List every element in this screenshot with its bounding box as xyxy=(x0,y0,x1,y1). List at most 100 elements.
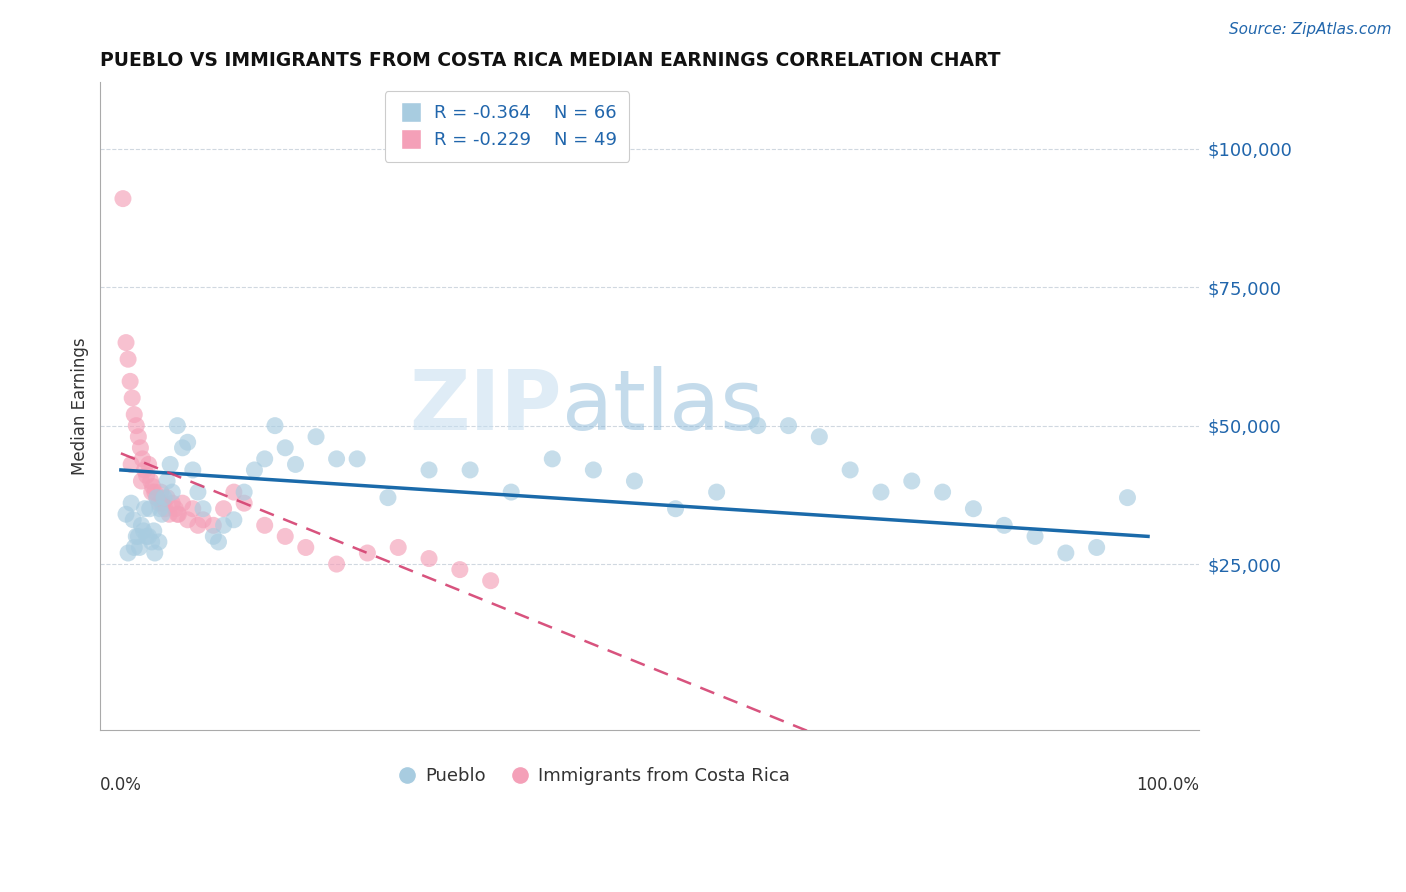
Point xyxy=(191,501,214,516)
Point xyxy=(165,501,187,516)
Point xyxy=(222,513,245,527)
Point xyxy=(181,501,204,516)
Point xyxy=(962,501,984,516)
Point xyxy=(202,529,225,543)
Point xyxy=(377,491,399,505)
Point xyxy=(233,485,256,500)
Point xyxy=(1116,491,1139,505)
Point xyxy=(162,496,184,510)
Point xyxy=(125,529,148,543)
Point xyxy=(356,546,378,560)
Point xyxy=(166,418,188,433)
Point xyxy=(122,513,145,527)
Point xyxy=(325,557,347,571)
Point xyxy=(143,546,166,560)
Point xyxy=(418,551,440,566)
Point xyxy=(141,485,163,500)
Point xyxy=(149,501,172,516)
Point xyxy=(148,535,170,549)
Point xyxy=(122,408,145,422)
Point xyxy=(181,463,204,477)
Point xyxy=(166,508,188,522)
Point xyxy=(134,463,156,477)
Point xyxy=(233,496,256,510)
Point xyxy=(131,474,153,488)
Point xyxy=(128,541,150,555)
Point xyxy=(138,529,160,543)
Point xyxy=(115,508,138,522)
Point xyxy=(305,430,328,444)
Point xyxy=(449,563,471,577)
Text: 100.0%: 100.0% xyxy=(1136,775,1199,794)
Text: atlas: atlas xyxy=(562,366,763,447)
Point xyxy=(159,458,181,472)
Point xyxy=(222,485,245,500)
Point xyxy=(135,529,157,543)
Point xyxy=(131,518,153,533)
Point xyxy=(253,451,276,466)
Point xyxy=(870,485,893,500)
Point xyxy=(900,474,922,488)
Point xyxy=(808,430,831,444)
Point xyxy=(150,496,173,510)
Point xyxy=(139,474,162,488)
Point xyxy=(148,496,170,510)
Point xyxy=(129,441,152,455)
Point xyxy=(274,529,297,543)
Point xyxy=(187,485,209,500)
Point xyxy=(212,501,235,516)
Point xyxy=(131,451,153,466)
Point xyxy=(778,418,800,433)
Point xyxy=(153,491,176,505)
Point xyxy=(582,463,605,477)
Point xyxy=(202,518,225,533)
Point xyxy=(207,535,229,549)
Point xyxy=(191,513,214,527)
Point xyxy=(747,418,769,433)
Point xyxy=(418,463,440,477)
Point xyxy=(117,352,139,367)
Point xyxy=(264,418,287,433)
Point xyxy=(993,518,1015,533)
Point xyxy=(142,524,165,538)
Text: 0.0%: 0.0% xyxy=(100,775,142,794)
Point xyxy=(176,435,198,450)
Point xyxy=(156,474,179,488)
Y-axis label: Median Earnings: Median Earnings xyxy=(72,337,89,475)
Point xyxy=(1024,529,1046,543)
Point xyxy=(243,463,266,477)
Point xyxy=(172,496,194,510)
Point xyxy=(501,485,523,500)
Point xyxy=(127,529,149,543)
Point xyxy=(706,485,728,500)
Point xyxy=(325,451,347,466)
Point xyxy=(172,441,194,455)
Point xyxy=(1085,541,1108,555)
Point xyxy=(115,335,138,350)
Point xyxy=(346,451,368,466)
Point xyxy=(117,546,139,560)
Point xyxy=(458,463,481,477)
Point xyxy=(132,524,155,538)
Point xyxy=(120,375,142,389)
Point xyxy=(111,192,134,206)
Point xyxy=(153,501,176,516)
Point xyxy=(127,430,149,444)
Point xyxy=(149,485,172,500)
Point xyxy=(187,518,209,533)
Point xyxy=(121,391,143,405)
Point xyxy=(138,458,160,472)
Point xyxy=(134,501,156,516)
Point xyxy=(479,574,502,588)
Point xyxy=(253,518,276,533)
Point xyxy=(176,513,198,527)
Point xyxy=(274,441,297,455)
Point xyxy=(120,458,142,472)
Point xyxy=(138,501,160,516)
Point xyxy=(284,458,307,472)
Point xyxy=(150,508,173,522)
Point xyxy=(146,491,169,505)
Point xyxy=(152,496,174,510)
Point xyxy=(623,474,645,488)
Point xyxy=(162,485,184,500)
